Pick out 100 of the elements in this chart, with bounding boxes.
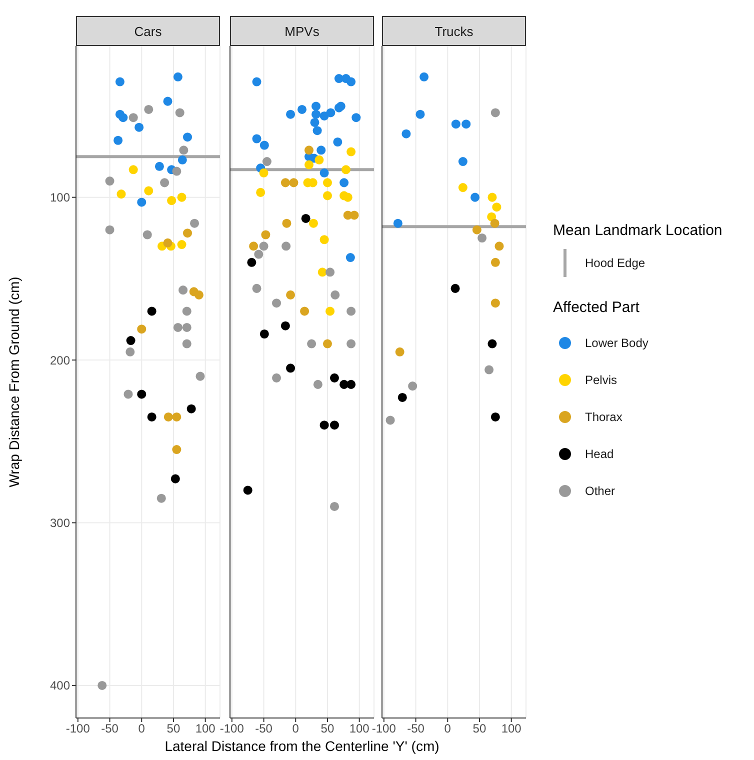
point: [154, 162, 164, 171]
point: [326, 108, 336, 118]
point: [144, 104, 154, 114]
point: [346, 147, 356, 156]
point: [330, 420, 340, 430]
point: [451, 120, 460, 129]
point: [402, 129, 411, 138]
point: [490, 258, 500, 267]
point: [307, 339, 316, 348]
x-tick-label: 100: [195, 722, 216, 736]
point: [259, 168, 268, 178]
legend-label: Pelvis: [585, 372, 618, 386]
point: [252, 284, 262, 293]
point: [260, 329, 269, 339]
point: [490, 412, 500, 422]
point: [256, 188, 266, 197]
point: [310, 118, 320, 127]
point: [280, 321, 290, 330]
legend-label: Thorax: [585, 410, 622, 424]
point: [312, 102, 321, 111]
point: [249, 242, 258, 251]
y-tick-label: 400: [50, 678, 70, 693]
point: [346, 339, 356, 348]
x-tick-label: 50: [472, 722, 486, 736]
point: [170, 474, 180, 484]
x-tick-label: 50: [166, 722, 180, 736]
x-tick-label: 0: [444, 722, 452, 736]
point: [395, 347, 404, 356]
point: [304, 160, 314, 170]
point: [261, 230, 270, 240]
point: [330, 502, 340, 511]
x-tick-label: 100: [501, 722, 522, 736]
point: [260, 140, 269, 150]
point: [190, 218, 200, 228]
point: [470, 192, 480, 202]
point: [312, 126, 322, 136]
point: [173, 72, 182, 82]
point: [286, 364, 296, 373]
point: [346, 77, 356, 86]
point: [247, 258, 256, 267]
point: [177, 240, 186, 250]
point: [346, 306, 356, 316]
point: [282, 218, 292, 228]
x-tick-label: -50: [407, 722, 425, 736]
point: [316, 146, 326, 155]
point: [326, 268, 335, 277]
y-tick-label: 200: [50, 353, 70, 368]
point: [137, 390, 146, 399]
point: [450, 284, 460, 293]
point: [320, 420, 329, 430]
point: [326, 306, 335, 316]
point: [301, 214, 310, 223]
text: Mean Landmark Location: [553, 222, 724, 239]
point: [408, 382, 418, 391]
point: [98, 680, 107, 690]
point: [137, 198, 146, 207]
point: [128, 113, 138, 122]
point: [118, 113, 128, 122]
point: [308, 218, 318, 228]
point: [156, 494, 166, 503]
legend-label: Other: [585, 484, 616, 498]
chart-title: Trucks: [382, 16, 526, 46]
point: [416, 110, 425, 119]
point: [194, 290, 204, 300]
point: [478, 233, 487, 243]
point: [340, 178, 349, 188]
point: [458, 183, 468, 192]
point: [137, 324, 146, 334]
legend-label: Hood Edge: [585, 256, 646, 270]
point: [178, 286, 188, 295]
point: [182, 306, 192, 316]
point: [182, 132, 192, 142]
point: [259, 242, 268, 251]
x-tick-label: -100: [372, 722, 396, 736]
point: [252, 134, 262, 144]
point: [322, 191, 332, 200]
point: [297, 104, 307, 114]
point: [330, 290, 340, 300]
point: [420, 72, 429, 82]
point: [484, 365, 494, 374]
point: [262, 157, 272, 166]
point: [314, 155, 324, 164]
point: [124, 390, 133, 399]
point: [243, 486, 252, 495]
point: [182, 322, 192, 332]
chart-title: MPVs: [230, 16, 374, 46]
point: [160, 178, 170, 188]
x-tick-label: -100: [220, 722, 244, 736]
y-axis-title: Wrap Distance From Ground (cm): [6, 276, 22, 488]
point: [346, 253, 355, 262]
point: [114, 136, 123, 145]
point: [179, 146, 188, 155]
point: [272, 373, 282, 382]
point: [172, 412, 182, 422]
point: [313, 380, 322, 389]
x-tick-label: -50: [101, 722, 119, 736]
x-tick-label: -50: [255, 722, 273, 736]
point: [352, 113, 361, 122]
point: [398, 392, 407, 402]
point: [272, 298, 282, 308]
